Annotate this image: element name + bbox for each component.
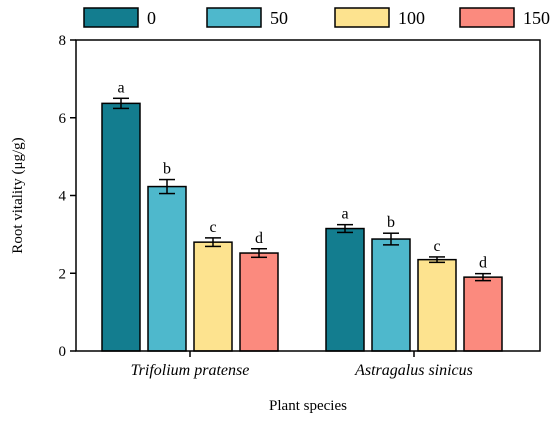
y-tick-label: 8 — [59, 33, 67, 49]
significance-letter: b — [163, 161, 171, 178]
bar — [417, 258, 457, 352]
y-tick-label: 2 — [59, 266, 67, 282]
legend-label: 50 — [270, 8, 288, 28]
significance-letter: b — [387, 214, 395, 231]
bar — [325, 227, 365, 352]
legend-swatch — [459, 7, 515, 28]
x-category-label: Trifolium pratense — [131, 362, 250, 379]
y-tick-label: 6 — [59, 111, 67, 127]
legend: 0 50 100 150 — [83, 7, 550, 28]
bar — [147, 185, 187, 352]
legend-swatch — [206, 7, 262, 28]
y-tick-label: 4 — [59, 189, 67, 205]
significance-letter: a — [341, 206, 348, 223]
bars-layer: a b c d a b c d — [101, 79, 503, 352]
significance-letter: d — [255, 230, 263, 247]
bar — [463, 276, 503, 352]
y-tick-label: 0 — [59, 344, 67, 360]
significance-letter: a — [117, 79, 124, 96]
bar — [193, 241, 233, 352]
bar — [239, 252, 279, 352]
legend-label: 150 — [523, 8, 550, 28]
legend-label: 0 — [147, 8, 156, 28]
axes-layer: 0 2 4 6 8 Trifolium pratense Astragalus sinicu… — [59, 33, 541, 379]
bar — [371, 238, 411, 352]
x-category-label: Astragalus sinicus — [354, 362, 473, 379]
legend-label: 100 — [398, 8, 425, 28]
y-axis-title: Root vitality (μg/g) — [10, 137, 26, 253]
significance-letter: c — [433, 238, 440, 255]
legend-swatch — [334, 7, 390, 28]
x-axis-title: Plant species — [269, 398, 347, 414]
bar — [101, 102, 141, 352]
legend-swatch — [83, 7, 139, 28]
significance-letter: d — [479, 255, 487, 272]
significance-letter: c — [209, 219, 216, 236]
